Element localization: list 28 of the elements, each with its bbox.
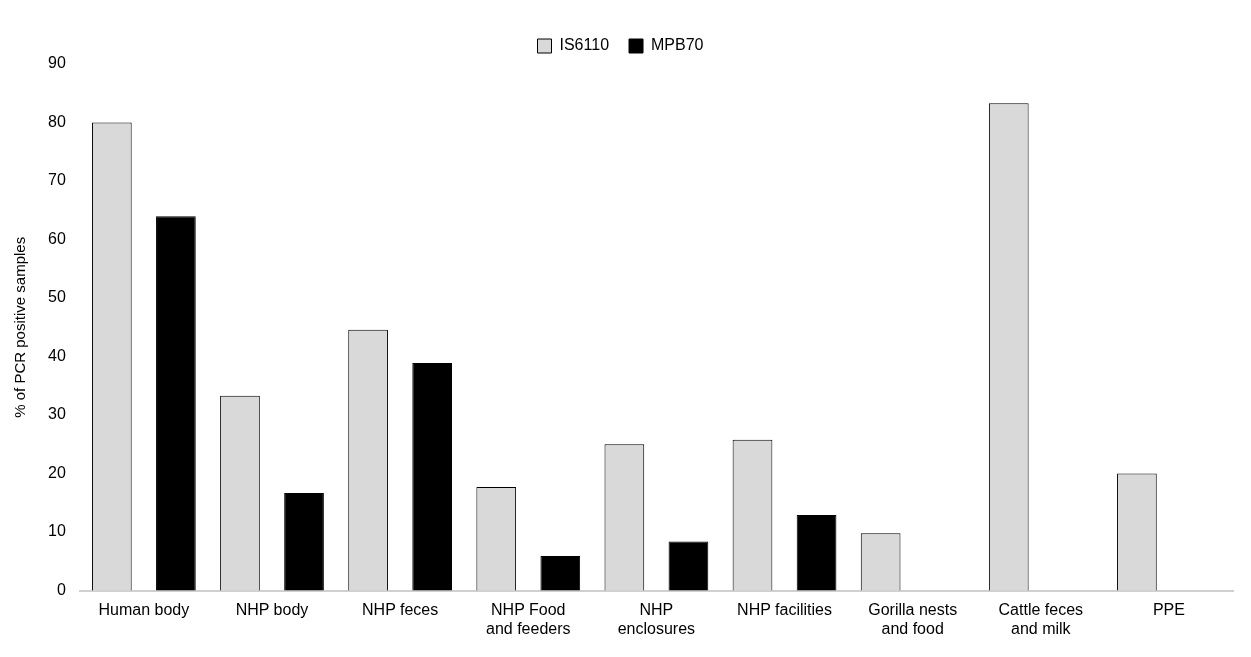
y-tick-label: 40 [48,346,66,364]
y-axis-title: % of PCR positive samples [11,236,29,418]
x-tick-label: Human body [98,600,190,618]
y-tick-label: 50 [48,288,66,306]
y-tick-label: 20 [48,463,66,481]
y-tick-label: 30 [48,405,66,423]
bar [156,216,196,591]
legend-label: IS6110 [559,36,610,54]
x-tick-label: Cattle feces and milk [998,600,1084,637]
x-tick-label: PPE [1152,600,1185,618]
y-tick-label: 90 [48,54,66,72]
bar [796,515,837,591]
x-tick-label: Gorilla nests and food [868,600,958,637]
y-tick-label: 60 [48,229,66,247]
x-tick-label: NHP facilities [737,600,832,618]
x-tick-label: NHP feces [362,600,439,618]
y-tick-label: 0 [56,581,66,599]
y-tick-label: 80 [48,112,66,130]
y-tick-label: 10 [48,522,66,540]
bar [412,362,453,591]
bar [540,556,581,591]
x-tick-label: NHP Food and feeders [486,600,571,637]
x-tick-label: NHP body [235,600,309,618]
bar [284,492,324,591]
x-tick-label: NHP enclosures [617,600,696,637]
legend-label: MPB70 [651,36,704,54]
bar [668,541,709,591]
y-tick-label: 70 [48,171,66,189]
